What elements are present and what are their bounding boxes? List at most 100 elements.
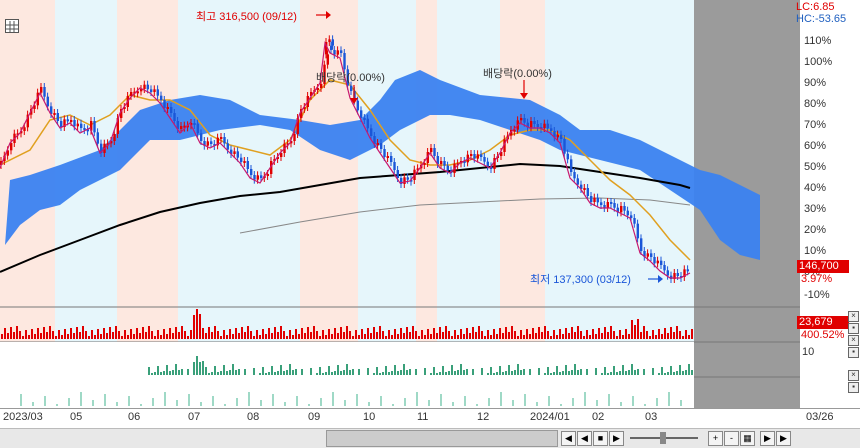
volume-bar <box>124 330 126 339</box>
volume-bar <box>103 328 105 339</box>
volume-bar <box>265 334 267 339</box>
candle <box>363 118 366 120</box>
candle <box>331 39 334 46</box>
volume-bar <box>430 334 432 339</box>
signal-bar <box>80 392 82 406</box>
candle <box>326 54 329 65</box>
signal-bar <box>32 402 34 406</box>
volume-bar <box>511 326 513 339</box>
lc-label: LC:6.85 <box>796 1 835 13</box>
indicator-bar <box>274 372 276 375</box>
scroll-right-icon[interactable]: ▶ <box>760 431 775 446</box>
signal-bar <box>416 392 418 406</box>
volume-bar <box>196 309 198 339</box>
scroll-left-icon[interactable]: ◀ <box>577 431 592 446</box>
pane-close-icon[interactable]: × <box>848 335 859 346</box>
candle <box>480 154 483 157</box>
candle <box>633 218 636 224</box>
volume-bar <box>646 331 648 339</box>
signal-bar <box>440 394 442 406</box>
candle <box>510 130 513 136</box>
candle <box>646 253 649 257</box>
volume-bar <box>505 327 507 339</box>
indicator-bar <box>505 371 507 375</box>
volume-bar <box>64 329 66 339</box>
indicator-bar <box>553 372 555 375</box>
scroll-left-icon[interactable]: ◀ <box>561 431 576 446</box>
indicator-bar <box>346 364 348 375</box>
zoom-out-icon[interactable]: - <box>724 431 739 446</box>
indicator-bar <box>628 370 630 375</box>
volume-bar <box>322 330 324 339</box>
indicator-bar <box>391 371 393 375</box>
grid-icon[interactable] <box>5 19 19 33</box>
candle <box>325 42 328 55</box>
pane-minimize-icon[interactable]: ▪ <box>848 382 859 393</box>
pane-minimize-icon[interactable]: ▪ <box>848 347 859 358</box>
scroll-thumb[interactable] <box>326 430 558 447</box>
indicator-bar <box>661 367 663 375</box>
candle <box>166 107 169 109</box>
candle <box>406 177 409 180</box>
candle <box>653 257 656 264</box>
candle <box>36 92 39 106</box>
candle <box>146 84 149 90</box>
volume-bar <box>298 334 300 339</box>
volume-bar <box>385 336 387 339</box>
volume-bar <box>403 333 405 339</box>
scroll-bar[interactable] <box>0 428 860 448</box>
indicator-bar <box>406 370 408 375</box>
price-chart[interactable] <box>0 0 800 408</box>
candle <box>350 85 353 91</box>
date-tick-label: 09 <box>308 411 321 423</box>
candle <box>216 137 219 146</box>
volume-bar <box>439 327 441 339</box>
ichimoku-cloud <box>5 70 760 260</box>
volume-bar <box>145 332 147 339</box>
date-tick-label: 07 <box>188 411 201 423</box>
indicator-bar <box>502 372 504 375</box>
zoom-slider-handle[interactable] <box>660 432 666 444</box>
volume-bar <box>379 326 381 339</box>
indicator-bar <box>436 373 438 375</box>
pane-minimize-icon[interactable]: ▪ <box>848 323 859 334</box>
signal-bar <box>92 400 94 406</box>
candle <box>340 50 343 53</box>
signal-bar <box>560 404 562 406</box>
volume-bar <box>208 327 210 339</box>
y-tick-label: 100% <box>804 56 833 68</box>
indicator-bar <box>148 367 150 375</box>
volume-bar <box>658 329 660 339</box>
pane-close-icon[interactable]: × <box>848 370 859 381</box>
candle <box>253 175 256 180</box>
pane-close-icon[interactable]: × <box>848 311 859 322</box>
scroll-right-icon[interactable]: ▶ <box>776 431 791 446</box>
volume-bar <box>133 334 135 339</box>
indicator-bar <box>571 370 573 375</box>
volume-bar <box>88 336 90 339</box>
signal-bar <box>344 400 346 406</box>
grid-icon[interactable]: ▦ <box>740 431 755 446</box>
candle <box>53 113 56 115</box>
volume-bar <box>262 329 264 339</box>
indicator-bar <box>151 373 153 375</box>
candle <box>660 260 663 265</box>
signal-bar <box>488 398 490 406</box>
candle <box>683 269 686 277</box>
signal-bar <box>464 396 466 406</box>
y-tick-label: 20% <box>804 224 827 236</box>
indicator-bar <box>301 369 303 375</box>
zoom-in-icon[interactable]: + <box>708 431 723 446</box>
chart-area[interactable] <box>0 0 800 408</box>
signal-bar <box>524 394 526 406</box>
indicator-bar <box>205 367 207 375</box>
candle <box>46 96 49 107</box>
volume-bar <box>406 327 408 339</box>
volume-bar <box>58 330 60 339</box>
volume-bar <box>541 332 543 339</box>
play-icon[interactable]: ▶ <box>609 431 624 446</box>
volume-bar <box>154 336 156 339</box>
volume-bar <box>160 335 162 339</box>
candle <box>586 188 589 196</box>
stop-icon[interactable]: ■ <box>593 431 608 446</box>
